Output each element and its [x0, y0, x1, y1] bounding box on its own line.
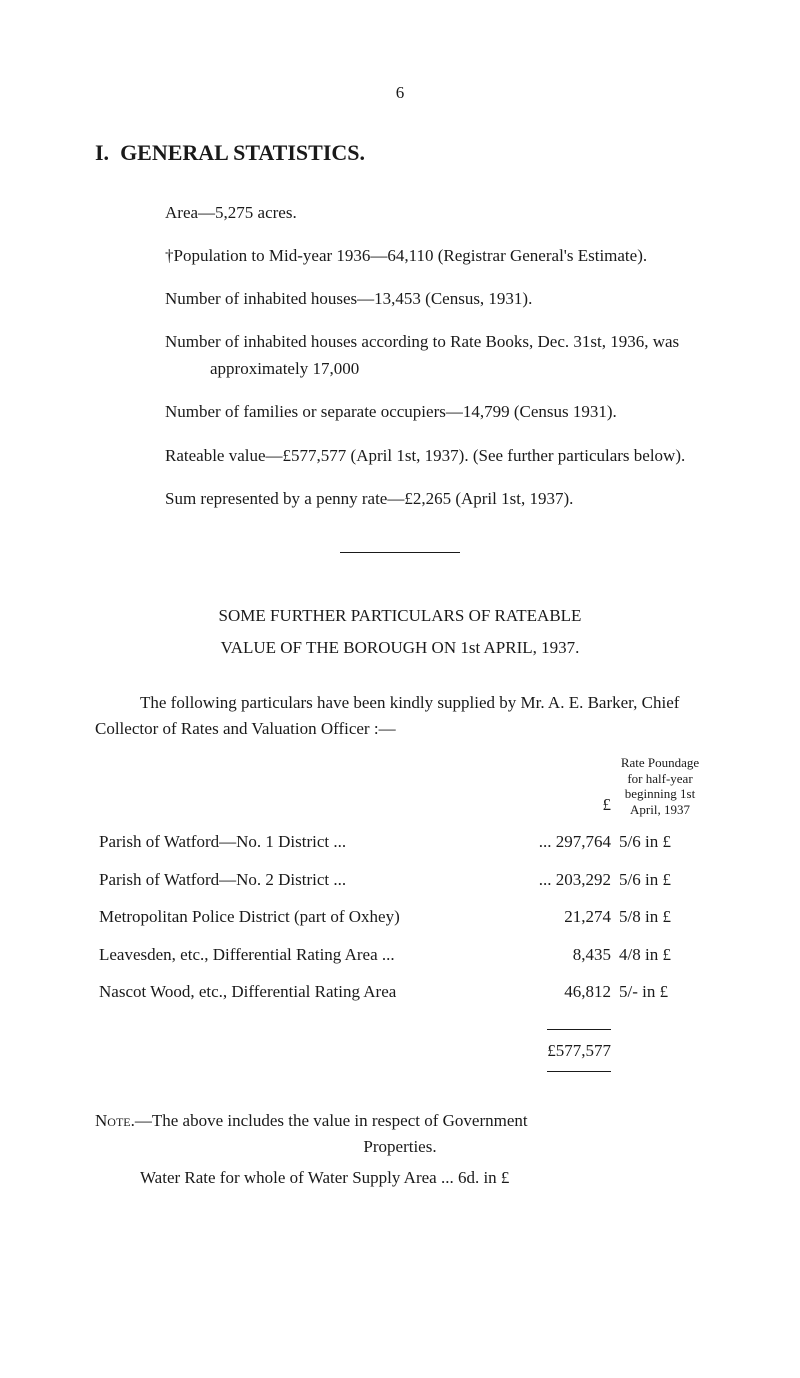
table-total-row: £577,577 [95, 1011, 705, 1079]
stat-rateable: Rateable value—£577,577 (April 1st, 1937… [165, 442, 705, 469]
cell-desc: Nascot Wood, etc., Differential Rating A… [95, 973, 520, 1011]
cell-value: 21,274 [520, 898, 615, 936]
rate-table: £ Rate Poundage for half-year beginning … [95, 749, 705, 1078]
cell-value: 46,812 [520, 973, 615, 1011]
cell-value: ... 297,764 [520, 823, 615, 861]
note-line-2: Properties. [95, 1134, 705, 1160]
stat-houses-rate: Number of inhabited houses according to … [165, 328, 705, 382]
cell-rate: 4/8 in £ [615, 936, 705, 974]
cell-value: 8,435 [520, 936, 615, 974]
subheading-line-1: SOME FURTHER PARTICULARS OF RATEABLE [95, 603, 705, 629]
stat-population: †Population to Mid-year 1936—64,110 (Reg… [165, 242, 705, 269]
section-heading: I. GENERAL STATISTICS. [95, 136, 705, 169]
table-row: Nascot Wood, etc., Differential Rating A… [95, 973, 705, 1011]
intro-paragraph: The following particulars have been kind… [95, 690, 705, 741]
cell-desc: Parish of Watford—No. 1 District ... [95, 823, 520, 861]
table-row: Parish of Watford—No. 2 District ... ...… [95, 861, 705, 899]
stat-area: Area—5,275 acres. [165, 199, 705, 226]
page-number: 6 [95, 80, 705, 106]
section-title: GENERAL STATISTICS. [120, 140, 365, 165]
header-rate: Rate Poundage for half-year beginning 1s… [615, 749, 705, 823]
note-body: —The above includes the value in respect… [135, 1111, 528, 1130]
cell-rate: 5/8 in £ [615, 898, 705, 936]
note-label: Note. [95, 1111, 135, 1130]
stat-houses-census: Number of inhabited houses—13,453 (Censu… [165, 285, 705, 312]
note: Note.—The above includes the value in re… [95, 1108, 705, 1134]
cell-value: ... 203,292 [520, 861, 615, 899]
table-row: Leavesden, etc., Differential Rating Are… [95, 936, 705, 974]
cell-rate: 5/- in £ [615, 973, 705, 1011]
water-rate: Water Rate for whole of Water Supply Are… [95, 1165, 705, 1191]
cell-rate: 5/6 in £ [615, 861, 705, 899]
divider-line [340, 552, 460, 553]
cell-desc: Leavesden, etc., Differential Rating Are… [95, 936, 520, 974]
cell-desc: Parish of Watford—No. 2 District ... [95, 861, 520, 899]
stat-families: Number of families or separate occupiers… [165, 398, 705, 425]
table-row: Metropolitan Police District (part of Ox… [95, 898, 705, 936]
subheading-line-2: VALUE OF THE BOROUGH ON 1st APRIL, 1937. [95, 635, 705, 661]
table-header-row: £ Rate Poundage for half-year beginning … [95, 749, 705, 823]
cell-total: £577,577 [520, 1011, 615, 1079]
header-pound: £ [520, 749, 615, 823]
cell-desc: Metropolitan Police District (part of Ox… [95, 898, 520, 936]
table-row: Parish of Watford—No. 1 District ... ...… [95, 823, 705, 861]
cell-rate: 5/6 in £ [615, 823, 705, 861]
section-number: I. [95, 140, 109, 165]
stat-penny-rate: Sum represented by a penny rate—£2,265 (… [165, 485, 705, 512]
